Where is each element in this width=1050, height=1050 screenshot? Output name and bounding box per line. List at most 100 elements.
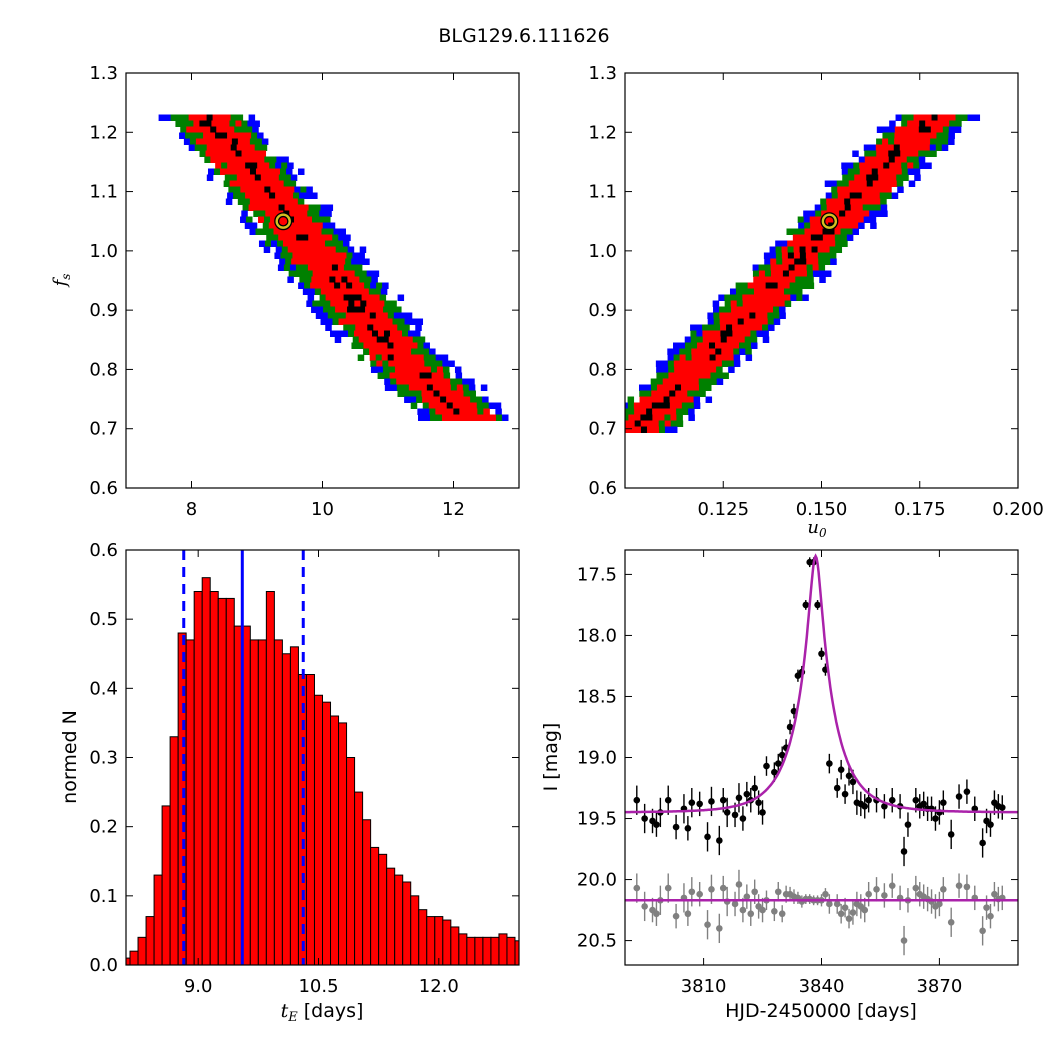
heatmap-cell — [652, 426, 660, 433]
x-tick-label: 10.5 — [298, 976, 338, 997]
heatmap-cell — [254, 204, 262, 211]
heatmap-cell — [819, 276, 826, 283]
heatmap-cell — [693, 396, 701, 403]
heatmap-cell — [299, 246, 307, 253]
data-point — [932, 815, 939, 822]
heatmap-cell — [388, 360, 395, 367]
heatmap-cell — [670, 426, 678, 433]
heatmap-cell — [713, 306, 720, 313]
heatmap-cell — [239, 192, 246, 199]
heatmap-cell — [349, 264, 357, 271]
heatmap-cell — [804, 234, 812, 241]
heatmap-cell — [715, 354, 723, 361]
heatmap-cell — [495, 408, 502, 415]
heatmap-cell — [710, 378, 718, 385]
heatmap-cell — [436, 360, 443, 367]
heatmap-cell — [482, 402, 490, 409]
heatmap-cell — [314, 234, 321, 241]
heatmap-cell — [324, 240, 332, 247]
heatmap-cell — [387, 312, 395, 319]
heatmap-cell — [759, 282, 767, 289]
heatmap-cell — [882, 138, 889, 145]
heatmap-cell — [430, 366, 438, 373]
heatmap-cell — [816, 222, 823, 229]
heatmap-cell — [432, 384, 440, 391]
heatmap-cell — [335, 246, 343, 253]
heatmap-cell — [446, 396, 453, 403]
heatmap-cell — [684, 336, 692, 343]
heatmap-cell — [787, 246, 795, 253]
heatmap-cell — [333, 228, 340, 235]
data-point — [751, 888, 758, 896]
heatmap-cell — [314, 288, 322, 295]
heatmap-cell — [247, 180, 255, 187]
heatmap-cell — [703, 348, 710, 355]
heatmap-cell — [229, 150, 237, 157]
heatmap-cell — [875, 210, 882, 217]
heatmap-cell — [453, 414, 461, 421]
heatmap-cell — [708, 336, 716, 343]
heatmap-cell — [869, 216, 877, 223]
heatmap-cell — [471, 414, 479, 421]
heatmap-cell — [465, 408, 472, 415]
heatmap-cell — [383, 306, 390, 313]
heatmap-cell — [807, 282, 815, 289]
heatmap-cell — [246, 126, 253, 133]
heatmap-cell — [721, 354, 729, 361]
heatmap-cell — [908, 180, 916, 187]
heatmap-cell — [333, 258, 340, 265]
heatmap-cell — [346, 282, 353, 289]
histogram-bar — [466, 936, 476, 965]
heatmap-cell — [697, 348, 704, 355]
heatmap-cell — [243, 168, 251, 175]
heatmap-cell — [394, 336, 402, 343]
heatmap-cell — [627, 396, 635, 403]
heatmap-cell — [264, 216, 271, 223]
heatmap-cell — [311, 246, 319, 253]
heatmap-cell — [372, 300, 379, 307]
heatmap-cell — [237, 138, 245, 145]
heatmap-cell — [389, 330, 397, 337]
heatmap-cell — [628, 408, 635, 415]
heatmap-cell — [658, 426, 666, 433]
heatmap-cell — [852, 228, 859, 235]
heatmap-cell — [286, 252, 293, 259]
panel-tE-histogram: 9.0 10.5 12.00.00.10.20.30.40.50.6 tE [day… — [59, 540, 520, 1025]
heatmap-cell — [874, 198, 881, 205]
heatmap-cell — [441, 354, 449, 361]
heatmap-cell — [435, 414, 443, 421]
x-tick-label: 0.150 — [796, 499, 848, 520]
heatmap-cell — [367, 294, 375, 301]
heatmap-cell — [625, 420, 630, 427]
heatmap-cell — [900, 132, 907, 139]
data-point — [822, 890, 829, 898]
heatmap-cell — [332, 318, 340, 325]
heatmap-cell — [194, 114, 202, 121]
heatmap-cell — [357, 342, 364, 349]
heatmap-cell — [741, 282, 749, 289]
heatmap-cell — [304, 222, 312, 229]
heatmap-cell — [652, 414, 659, 421]
data-point — [653, 821, 660, 828]
heatmap-cell — [839, 210, 846, 217]
heatmap-cell — [882, 156, 890, 163]
heatmap-cell — [282, 216, 289, 223]
heatmap-cell — [281, 246, 289, 253]
heatmap-cell — [681, 402, 689, 409]
heatmap-cell — [376, 282, 383, 289]
heatmap-cell — [704, 384, 712, 391]
heatmap-cell — [765, 282, 773, 289]
data-point — [947, 918, 955, 926]
heatmap-cell — [353, 306, 360, 313]
heatmap-cell — [782, 270, 790, 277]
heatmap-cell — [739, 348, 746, 355]
heatmap-cell — [857, 216, 865, 223]
histogram-bar — [362, 819, 372, 965]
heatmap-cell — [239, 132, 246, 139]
heatmap-cell — [387, 342, 394, 349]
heatmap-cell — [290, 204, 298, 211]
heatmap-cell — [453, 408, 460, 415]
heatmap-cell — [719, 318, 727, 325]
heatmap-cell — [788, 270, 796, 277]
y-tick-label: 1.2 — [588, 122, 617, 143]
